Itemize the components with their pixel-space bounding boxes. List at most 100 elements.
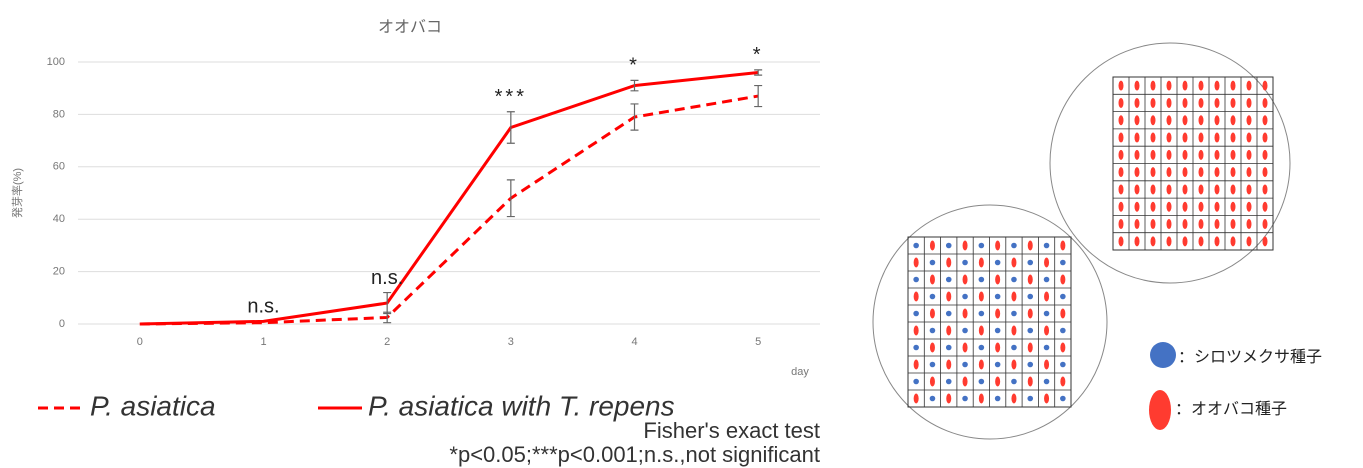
- plantago-seed: [913, 393, 919, 404]
- plantago-seed: [1027, 342, 1033, 353]
- plantago-seed: [1214, 219, 1220, 230]
- plantago-seed: [1166, 132, 1172, 143]
- plantago-seed: [1246, 167, 1252, 178]
- annotation: n.s.: [247, 296, 279, 318]
- plantago-seed: [1230, 201, 1236, 212]
- clover-seed: [1060, 259, 1066, 266]
- plantago-seed: [1262, 97, 1268, 108]
- plantago-seed: [1011, 359, 1017, 370]
- plantago-seed: [1214, 236, 1220, 247]
- clover-seed: [913, 276, 919, 283]
- plantago-seed: [978, 393, 984, 404]
- plantago-seed: [1044, 325, 1050, 336]
- plantago-seed: [1166, 201, 1172, 212]
- clover-seed: [1027, 259, 1034, 266]
- plantago-seed: [1150, 149, 1156, 160]
- plantago-seed: [1182, 184, 1188, 195]
- plantago-seed: [929, 342, 935, 353]
- plantago-seed: [946, 325, 952, 336]
- clover-seed: [913, 378, 919, 385]
- clover-seed: [1027, 395, 1034, 402]
- plantago-seed: [1166, 184, 1172, 195]
- plantago-seed: [1044, 393, 1050, 404]
- plantago-seed: [1182, 115, 1188, 126]
- x-tick-label: 0: [137, 336, 143, 348]
- clover-seed: [978, 378, 985, 385]
- x-tick-label: 3: [508, 336, 514, 348]
- plantago-seed: [1182, 201, 1188, 212]
- plantago-seed: [1182, 219, 1188, 230]
- plantago-seed: [1166, 236, 1172, 247]
- clover-seed: [929, 395, 936, 402]
- plantago-seed: [1198, 167, 1204, 178]
- clover-seed: [1011, 310, 1017, 317]
- annotation: *: [753, 44, 764, 66]
- plantago-seed: [1246, 97, 1252, 108]
- plantago-seed: [913, 257, 919, 268]
- plantago-seed: [1262, 80, 1268, 91]
- plantago-seed: [1134, 167, 1140, 178]
- clover-seed: [929, 293, 936, 300]
- plantago-seed: [1150, 219, 1156, 230]
- plantago-seed: [995, 240, 1001, 251]
- plantago-seed: [1134, 236, 1140, 247]
- clover-seed: [994, 293, 1001, 300]
- plantago-seed: [1150, 184, 1156, 195]
- plantago-seed: [946, 393, 952, 404]
- footnote: *p<0.05;***p<0.001;n.s.,not significant: [449, 442, 820, 467]
- clover-seed: [1011, 242, 1017, 249]
- plantago-seed: [1246, 115, 1252, 126]
- clover-seed: [945, 242, 952, 249]
- chart-title: オオバコ: [378, 19, 442, 36]
- plantago-seed: [1134, 115, 1140, 126]
- clover-seed: [978, 276, 985, 283]
- plantago-seed: [1118, 115, 1124, 126]
- plantago-seed: [1044, 257, 1050, 268]
- series-line: [139, 94, 759, 326]
- plantago-seed: [1027, 376, 1033, 387]
- plantago-seed: [1166, 149, 1172, 160]
- plantago-seed: [1166, 219, 1172, 230]
- error-bar: [506, 179, 515, 218]
- clover-seed: [1011, 276, 1017, 283]
- plantago-seed: [1262, 236, 1268, 247]
- plantago-seed: [1044, 359, 1050, 370]
- plantago-seed: [1118, 132, 1124, 143]
- clover-seed: [1043, 344, 1050, 351]
- clover-seed: [929, 259, 936, 266]
- clover-seed: [1043, 242, 1050, 249]
- plantago-seed: [1230, 97, 1236, 108]
- plantago-seed: [1060, 342, 1066, 353]
- clover-seed: [978, 344, 985, 351]
- legend-label: P. asiatica with T. repens: [368, 390, 675, 421]
- annotation: n.s.: [371, 267, 403, 289]
- plantago-seed: [1118, 80, 1124, 91]
- clover-seed: [1060, 361, 1066, 368]
- plantago-seed: [1027, 240, 1033, 251]
- clover-seed: [1027, 361, 1034, 368]
- plantago-seed: [962, 274, 968, 285]
- plantago-seed: [913, 291, 919, 302]
- y-tick-label: 100: [47, 56, 65, 68]
- clover-seed: [945, 276, 952, 283]
- plantago-seed: [1214, 167, 1220, 178]
- error-bar: [383, 291, 392, 315]
- plantago-seed: [1134, 149, 1140, 160]
- clover-seed: [1027, 327, 1034, 334]
- plantago-seed: [1214, 97, 1220, 108]
- plantago-seed: [1198, 149, 1204, 160]
- plantago-seed: [1262, 115, 1268, 126]
- plantago-seed: [1230, 149, 1236, 160]
- plantago-seed: [1230, 236, 1236, 247]
- clover-seed: [913, 310, 919, 317]
- plantago-seed: [1198, 115, 1204, 126]
- plantago-seed: [978, 257, 984, 268]
- clover-seed: [994, 395, 1001, 402]
- plantago-seed: [1182, 80, 1188, 91]
- plantago-seed: [1150, 167, 1156, 178]
- clover-seed: [1043, 276, 1050, 283]
- plantago-seed: [929, 308, 935, 319]
- plantago-seed: [1182, 167, 1188, 178]
- plantago-seed: [946, 359, 952, 370]
- plantago-seed: [1150, 236, 1156, 247]
